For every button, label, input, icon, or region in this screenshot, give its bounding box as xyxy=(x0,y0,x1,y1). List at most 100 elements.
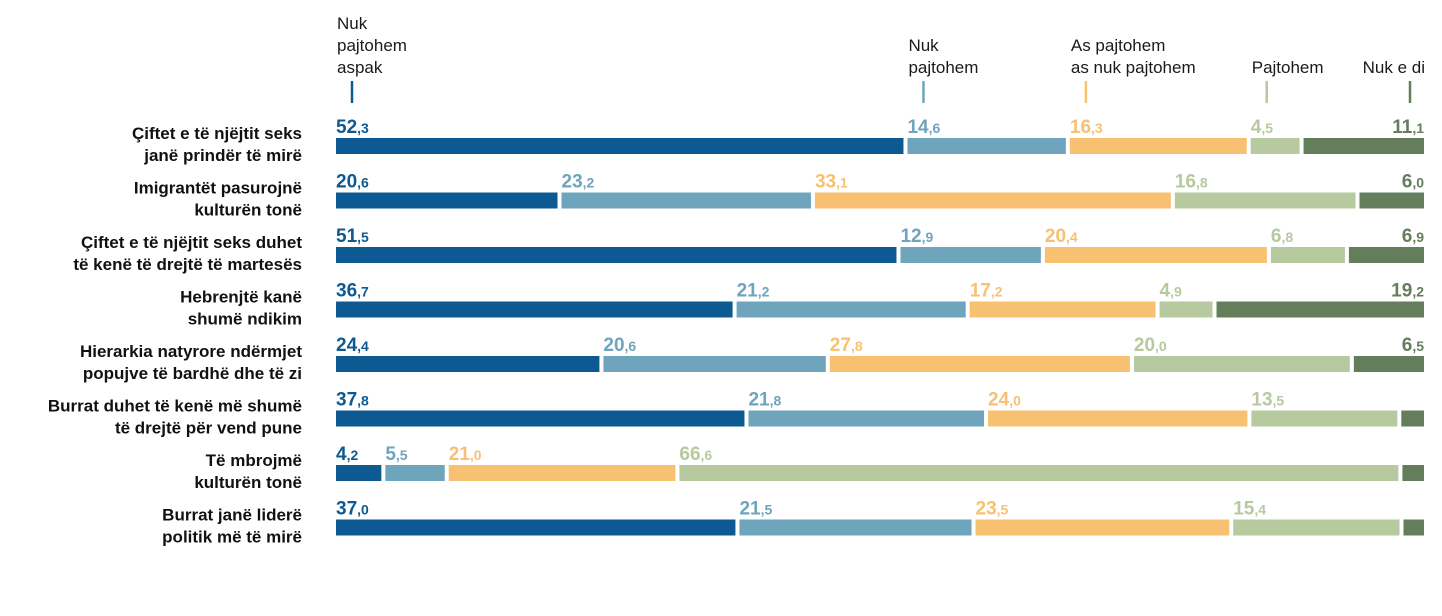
value-label-integer: 21 xyxy=(449,444,471,465)
legend-label-line: Nuk e di xyxy=(1363,58,1425,77)
value-label: 21,0 xyxy=(449,444,482,465)
bar-segment-nuk-e-di xyxy=(1303,138,1424,154)
value-label: 4,2 xyxy=(336,444,358,465)
bar-segment-pajtohem xyxy=(1270,247,1345,263)
value-label: 27,8 xyxy=(830,335,863,356)
value-label-integer: 4 xyxy=(1251,117,1262,138)
bar-segment-nuk-pajtohem xyxy=(561,192,811,209)
value-label-integer: 27 xyxy=(830,335,851,356)
chart-row: Imigrantët pasurojnë kulturën tonë 20,6 23,… xyxy=(134,172,1424,220)
value-label-integer: 4 xyxy=(1160,281,1171,302)
chart-row: Burrat duhet të kenë më shumë të drejtë p… xyxy=(48,390,1424,438)
legend-label-line: As pajtohem xyxy=(1071,36,1166,55)
value-label: 36,7 xyxy=(336,281,369,302)
legend-label-line: pajtohem xyxy=(908,58,978,77)
value-label-integer: 33 xyxy=(815,172,836,193)
value-label-integer: 17 xyxy=(970,281,991,302)
bar-segment-nuk-e-di xyxy=(1359,192,1424,209)
value-label-decimal: ,6 xyxy=(625,338,637,354)
bar-segment-nuk-e-di xyxy=(1353,356,1424,372)
value-label-integer: 16 xyxy=(1070,117,1091,138)
legend-item-nuk-e-di: Nuk e di xyxy=(1363,58,1425,103)
legend-label: As pajtohem as nuk pajtohem xyxy=(1071,36,1196,77)
category-label-line: Burrat janë liderë xyxy=(162,506,302,525)
legend-item-as-pajtohem-as-nuk-pajtohem: As pajtohem as nuk pajtohem xyxy=(1071,36,1196,103)
value-label: 19,2 xyxy=(1391,281,1424,302)
chart-row: Çiftet e të njëjtit seks janë prindër të … xyxy=(132,117,1424,165)
value-label-integer: 4 xyxy=(336,444,347,465)
value-label: 16,3 xyxy=(1070,117,1103,138)
value-label-decimal: ,8 xyxy=(851,338,863,354)
category-label-line: Hebrenjtë kanë xyxy=(180,288,302,307)
value-label: 20,6 xyxy=(603,335,636,356)
value-label-integer: 6 xyxy=(1271,226,1282,247)
bar-segment-nuk-pajtohem xyxy=(736,301,966,318)
value-label-integer: 11 xyxy=(1392,117,1413,138)
value-label-decimal: ,7 xyxy=(357,284,369,300)
bar-segment-as-pajtohem-as-nuk-pajtohem xyxy=(1044,247,1267,263)
value-label-integer: 15 xyxy=(1233,499,1255,520)
bar-segment-as-pajtohem-as-nuk-pajtohem xyxy=(969,301,1156,318)
legend-label-line: Nuk xyxy=(908,36,939,55)
value-label: 4,9 xyxy=(1160,281,1182,302)
value-label-integer: 5 xyxy=(385,444,396,465)
value-label: 20,4 xyxy=(1045,226,1078,247)
value-label-decimal: ,2 xyxy=(991,284,1003,300)
bar-segment-as-pajtohem-as-nuk-pajtohem xyxy=(829,356,1130,372)
value-label-integer: 14 xyxy=(907,117,929,138)
category-label: Hebrenjtë kanë shumë ndikim xyxy=(180,288,302,329)
legend-label: Nuk pajtohem aspak xyxy=(337,14,407,77)
category-label-line: Çiftet e të njëjtit seks xyxy=(132,124,302,143)
value-label-decimal: ,5 xyxy=(1261,120,1273,136)
value-label-decimal: ,5 xyxy=(357,229,369,245)
bar-segment-pajtohem xyxy=(679,465,1399,481)
value-label: 21,2 xyxy=(737,281,770,302)
legend-item-nuk-pajtohem-aspak: Nuk pajtohem aspak xyxy=(337,14,407,103)
bar-segment-nuk-e-di xyxy=(1401,410,1424,427)
bar-segment-as-pajtohem-as-nuk-pajtohem xyxy=(988,410,1248,427)
value-label-decimal: ,2 xyxy=(583,175,595,191)
bar-segment-nuk-pajtohem-aspak xyxy=(336,301,733,318)
value-label: 11,1 xyxy=(1392,117,1424,138)
legend-item-pajtohem: Pajtohem xyxy=(1252,58,1324,103)
chart-row: Burrat janë liderë politik më të mirë 37,0… xyxy=(162,499,1424,547)
value-label-integer: 21 xyxy=(739,499,761,520)
value-label: 15,4 xyxy=(1233,499,1266,520)
value-label-decimal: ,0 xyxy=(1009,393,1021,409)
value-label: 24,0 xyxy=(988,390,1021,411)
value-label: 33,1 xyxy=(815,172,848,193)
bar-segment-nuk-pajtohem-aspak xyxy=(336,410,745,427)
bar-segment-nuk-e-di xyxy=(1402,465,1424,481)
value-label-integer: 20 xyxy=(336,172,357,193)
bar-segment-as-pajtohem-as-nuk-pajtohem xyxy=(975,519,1230,536)
legend-label-line: pajtohem xyxy=(337,36,407,55)
value-label: 23,5 xyxy=(976,499,1009,520)
chart-rows: Çiftet e të njëjtit seks janë prindër të … xyxy=(48,117,1424,547)
category-label: Imigrantët pasurojnë kulturën tonë xyxy=(134,179,302,220)
legend: Nuk pajtohem aspak Nuk pajtohem As pajtohem as… xyxy=(337,14,1425,103)
value-label-decimal: ,9 xyxy=(922,229,934,245)
category-label-line: të kenë të drejtë të martesës xyxy=(73,255,302,274)
value-label-integer: 24 xyxy=(336,335,358,356)
value-label-decimal: ,3 xyxy=(1091,120,1103,136)
value-label: 21,5 xyxy=(739,499,772,520)
bar-segment-as-pajtohem-as-nuk-pajtohem xyxy=(1069,138,1247,154)
value-label-integer: 16 xyxy=(1175,172,1196,193)
value-label: 23,2 xyxy=(562,172,595,193)
value-label-integer: 37 xyxy=(336,390,357,411)
value-label-integer: 19 xyxy=(1391,281,1412,302)
legend-label-line: aspak xyxy=(337,58,383,77)
value-label-decimal: ,1 xyxy=(1412,120,1424,136)
value-label-integer: 23 xyxy=(976,499,997,520)
value-label-decimal: ,1 xyxy=(836,175,848,191)
value-label-integer: 24 xyxy=(988,390,1010,411)
value-label-decimal: ,8 xyxy=(770,393,782,409)
category-label-line: Burrat duhet të kenë më shumë xyxy=(48,397,302,416)
bar-segment-nuk-e-di xyxy=(1216,301,1424,318)
value-label: 66,6 xyxy=(679,444,712,465)
value-label-integer: 20 xyxy=(603,335,624,356)
category-label-line: Hierarkia natyrore ndërmjet xyxy=(80,342,302,361)
value-label-integer: 20 xyxy=(1045,226,1066,247)
value-label-integer: 13 xyxy=(1251,390,1272,411)
category-label-line: kulturën tonë xyxy=(194,473,302,492)
